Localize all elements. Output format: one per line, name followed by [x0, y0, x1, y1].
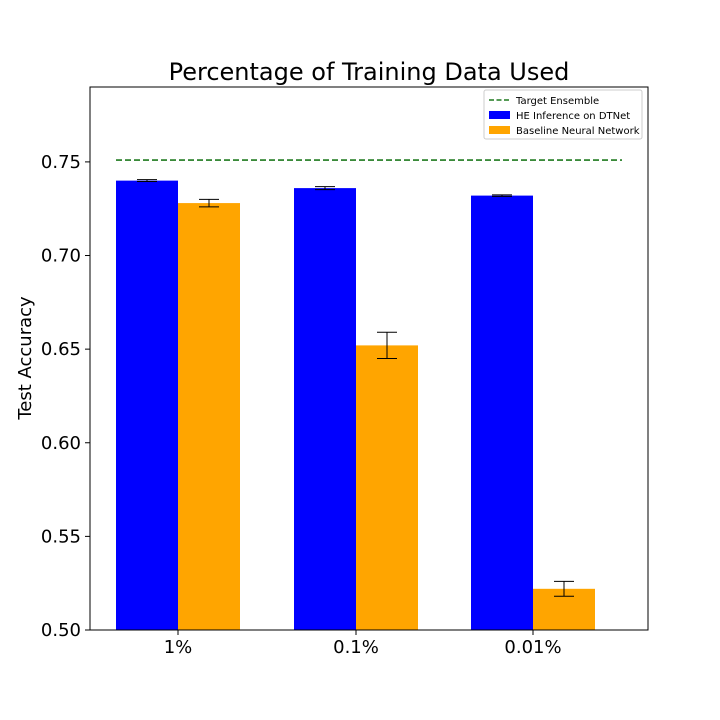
- plot-frame: [89, 86, 649, 631]
- bar: [178, 203, 240, 630]
- x-tick-label: 1%: [164, 637, 193, 658]
- bars-layer: [116, 180, 595, 630]
- legend-box: [483, 89, 643, 140]
- legend-label: HE Inference on DTNet: [516, 111, 630, 122]
- x-tick-label: 0.1%: [333, 637, 379, 658]
- legend-swatch: [489, 111, 510, 119]
- y-tick-label: 0.70: [41, 246, 81, 267]
- y-tick-label: 0.65: [41, 339, 81, 360]
- bar: [356, 345, 418, 630]
- x-axis-ticks: 1% 0.1% 0.01%: [164, 630, 562, 658]
- y-axis-label: Test Accuracy: [15, 296, 36, 421]
- y-tick-label: 0.75: [41, 152, 81, 173]
- legend: Target Ensemble HE Inference on DTNet Base…: [483, 89, 643, 140]
- y-axis-ticks: 0.50 0.55 0.60 0.65 0.70 0.75: [41, 152, 90, 641]
- bar: [471, 195, 533, 630]
- y-tick-label: 0.55: [41, 526, 81, 547]
- error-bars-layer: [137, 179, 574, 597]
- y-tick-label: 0.60: [41, 433, 81, 454]
- legend-swatch: [489, 126, 510, 134]
- chart-title: Percentage of Training Data Used: [169, 58, 570, 86]
- bar: [294, 188, 356, 630]
- legend-label: Target Ensemble: [515, 96, 599, 107]
- bar: [116, 180, 178, 630]
- x-tick-label: 0.01%: [504, 637, 561, 658]
- legend-label: Baseline Neural Network: [516, 126, 640, 137]
- y-tick-label: 0.50: [41, 620, 81, 641]
